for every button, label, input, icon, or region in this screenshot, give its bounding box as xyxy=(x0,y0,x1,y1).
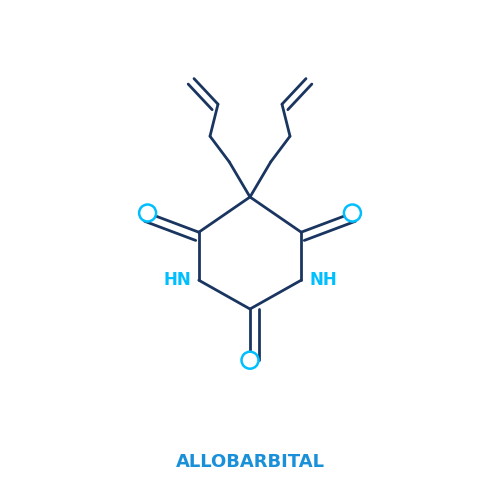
Circle shape xyxy=(139,204,156,222)
Text: HN: HN xyxy=(163,271,191,289)
Text: ALLOBARBITAL: ALLOBARBITAL xyxy=(176,453,324,471)
Text: NH: NH xyxy=(309,271,337,289)
Circle shape xyxy=(344,204,361,222)
Circle shape xyxy=(242,352,258,368)
